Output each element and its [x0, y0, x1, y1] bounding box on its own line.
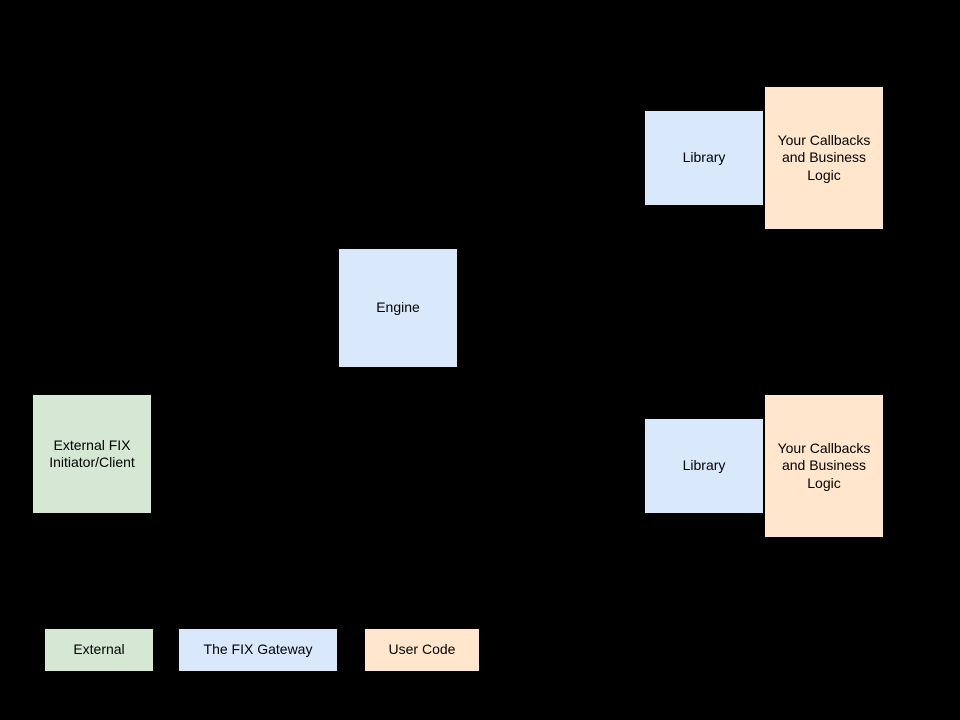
- node-label: External FIX Initiator/Client: [39, 437, 145, 472]
- edge: [458, 158, 644, 308]
- node-label: Engine: [376, 299, 420, 317]
- node-engine: Engine: [338, 248, 458, 368]
- legend-fix-gateway: The FIX Gateway: [178, 628, 338, 672]
- node-label: Your Callbacks and Business Logic: [771, 440, 877, 493]
- node-library-a: Library: [644, 110, 764, 206]
- legend-external: External: [44, 628, 154, 672]
- node-label: Library: [683, 457, 726, 475]
- edge: [152, 308, 338, 454]
- node-library-b: Library: [644, 418, 764, 514]
- legend-label: External: [73, 641, 124, 659]
- node-label: Library: [683, 149, 726, 167]
- node-usercode-b: Your Callbacks and Business Logic: [764, 394, 884, 538]
- node-usercode-a: Your Callbacks and Business Logic: [764, 86, 884, 230]
- edge: [458, 308, 644, 466]
- node-label: Your Callbacks and Business Logic: [771, 132, 877, 185]
- legend-label: User Code: [389, 641, 456, 659]
- legend-label: The FIX Gateway: [204, 641, 313, 659]
- node-external-client: External FIX Initiator/Client: [32, 394, 152, 514]
- diagram-canvas: External FIX Initiator/Client Engine Lib…: [0, 0, 960, 720]
- legend-user-code: User Code: [364, 628, 480, 672]
